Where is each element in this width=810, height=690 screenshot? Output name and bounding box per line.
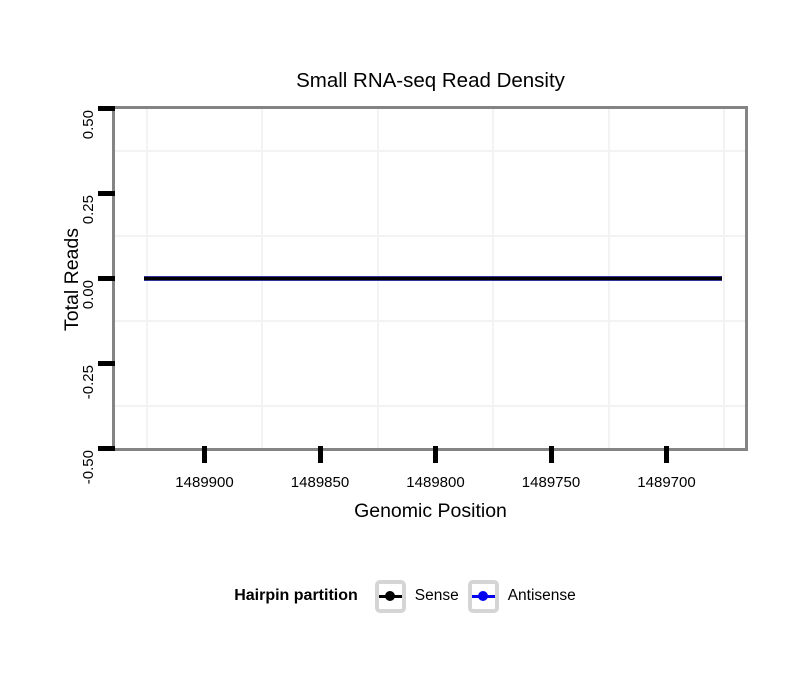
y-tick-mark — [98, 361, 115, 366]
y-tick-mark — [98, 106, 115, 111]
x-tick-label: 1489700 — [637, 474, 696, 491]
gridline-minor-h — [115, 405, 745, 407]
gridline-minor-h — [115, 320, 745, 322]
gridline-minor-h — [115, 150, 745, 152]
x-tick-label: 1489750 — [521, 474, 581, 491]
legend-label-sense: Sense — [414, 587, 459, 604]
y-tick-mark — [98, 191, 115, 196]
x-tick-mark — [433, 446, 438, 463]
x-tick-label: 1489850 — [290, 474, 350, 491]
legend-title: Hairpin partition — [234, 587, 358, 604]
legend-key-antisense — [467, 579, 499, 613]
y-tick-label-text: 0.50 — [80, 109, 97, 139]
legend: Hairpin partition Sense Antisense — [0, 579, 810, 613]
sense-point-icon — [385, 591, 396, 601]
series-line-sense-antisense — [144, 276, 722, 281]
x-tick-mark — [202, 446, 207, 463]
antisense-point-icon — [478, 591, 489, 601]
y-tick-label-text: -0.25 — [80, 364, 97, 399]
gridline-minor-v — [723, 109, 726, 448]
x-tick-label: 1489800 — [406, 474, 465, 491]
x-tick-label: 1489900 — [175, 474, 234, 491]
y-tick-mark — [98, 276, 115, 281]
y-tick-label-text: 0.25 — [80, 194, 97, 224]
y-tick-mark — [98, 446, 115, 451]
chart-title: Small RNA-seq Read Density — [296, 69, 565, 92]
x-tick-mark — [548, 446, 554, 463]
legend-key-sense — [374, 579, 406, 613]
gridline-minor-h — [115, 235, 745, 237]
y-tick-label-text: -0.50 — [80, 449, 97, 484]
y-axis-title-text: Total Reads — [61, 228, 83, 331]
x-tick-mark — [664, 446, 669, 463]
x-axis-title: Genomic Position — [354, 500, 507, 522]
legend-label-antisense: Antisense — [507, 587, 576, 604]
x-tick-mark — [317, 446, 323, 463]
